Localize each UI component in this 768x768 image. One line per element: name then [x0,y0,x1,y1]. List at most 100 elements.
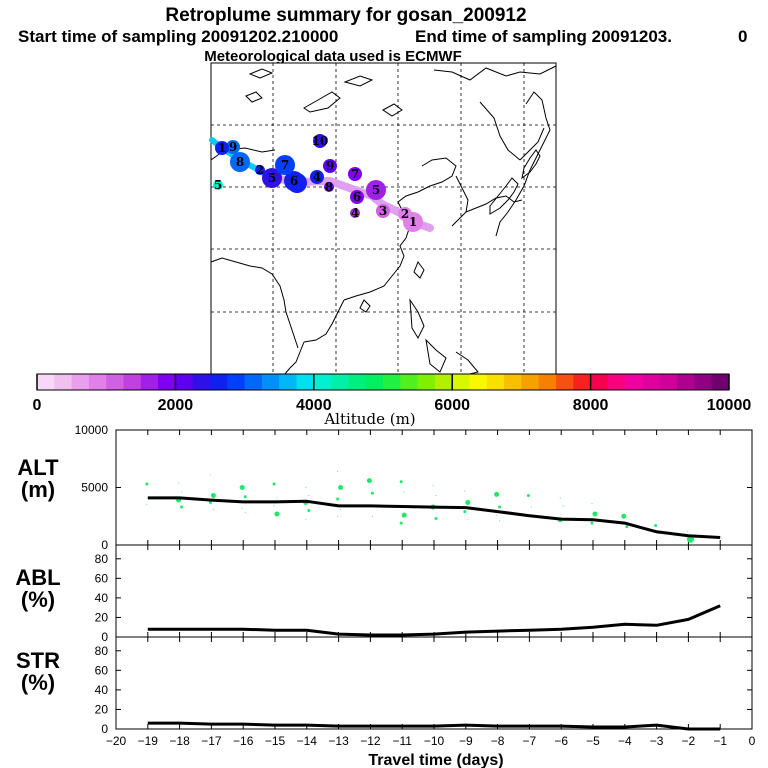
altitude-sample-point [241,507,243,509]
colorbar-cell [175,374,194,390]
colorbar-cell [192,374,211,390]
y-tick-label: 0 [101,538,108,552]
panel-frame [115,636,753,730]
y-tick-label: 20 [95,702,109,716]
plume-point [350,190,364,204]
x-tick-label: −18 [169,734,190,748]
time-series-panels: ALT(m)0500010000ABL(%)020406080STR(%)020… [15,423,755,768]
plume-point-label: 9 [326,159,334,173]
colorbar-cell [694,374,713,390]
colorbar-cell [313,374,332,390]
x-tick-label: −1 [713,734,727,748]
panel-label: (%) [21,670,55,695]
altitude-sample-point [686,530,688,532]
x-tick-label: −10 [424,734,445,748]
plume-point [226,140,240,154]
colorbar-cell [417,374,436,390]
altitude-sample-point [530,506,532,508]
panel-frame [115,429,753,546]
colorbar-cell [677,374,695,390]
plume-point [215,141,229,155]
panel-alt: ALT(m) 0 5000 10000 [17,423,753,552]
altitude-sample-point [654,523,658,527]
altitude-sample-point [146,504,148,506]
plume-point [376,204,390,218]
altitude-sample-point [559,497,561,499]
altitude-sample-point [337,470,339,472]
x-tick-label: −8 [491,734,505,748]
altitude-sample-point [337,515,339,517]
altitude-sample-point [625,525,629,529]
map-graticule [211,63,556,375]
colorbar-cell [590,374,609,390]
altitude-sample-point [308,495,310,497]
plume-point [323,159,337,173]
x-tick-label: −20 [106,734,127,748]
map-coastlines [210,65,557,376]
series-line-abl [147,604,721,637]
colorbar-tick-label: 0 [33,397,42,414]
altitude-sample-point [273,505,275,507]
x-tick-label: −14 [297,734,318,748]
altitude-sample-point [434,517,438,521]
colorbar-cell [659,374,678,390]
colorbar-cell [486,374,505,390]
plume-point [262,168,282,188]
altitude-sample-point [209,474,211,476]
altitude-sample-point [463,510,467,514]
map-panel: 123456789107654789521 [209,62,557,376]
y-tick-label: 0 [101,722,108,736]
colorbar-cell [556,374,574,390]
colorbar-cell [452,374,470,390]
colorbar-cell [400,374,419,390]
altitude-sample-point [562,505,564,507]
plume-point [366,180,386,200]
plume-points: 123456789107654789521 [213,134,423,232]
colorbar-cell [521,374,540,390]
panel-label: (m) [21,477,55,502]
x-tick-label: −11 [392,734,412,748]
colorbar-cell [71,374,90,390]
altitude-sample-point [465,499,471,505]
altitude-sample-point [239,485,245,490]
altitude-sample-point [244,512,246,514]
end-time-suffix: 0 [738,27,747,46]
colorbar-cell [210,374,228,390]
plume-point-label: 10 [312,134,329,148]
panel-frame [115,544,753,638]
altitude-sample-point [399,480,403,484]
plume-point [230,152,250,172]
altitude-sample-point [208,500,212,504]
colorbar-cell [383,374,401,390]
x-tick-label: −3 [650,734,664,748]
altitude-sample-point [467,519,469,521]
altitude-sample-point [212,508,214,510]
altitude-sample-point [494,491,500,497]
colorbar-cell [538,374,557,390]
colorbar-cell [140,374,159,390]
colorbar-cell [123,374,142,390]
x-tick-label: −15 [265,734,286,748]
y-tick-label: 0 [101,630,108,644]
altitude-sample-point [340,508,342,510]
colorbar-cell [504,374,522,390]
altitude-sample-point [435,495,437,497]
altitude-sample-point [464,490,466,492]
panel-label: ABL [15,565,60,590]
altitude-sample-point [499,520,501,522]
figure-title: Retroplume summary for gosan_200912 [165,5,526,26]
plume-point [284,171,304,191]
series-line-alt [147,496,721,539]
colorbar-cell [279,374,297,390]
y-tick-label: 60 [95,663,109,677]
colorbar-cell [244,374,263,390]
x-tick-label: −13 [328,734,349,748]
plume-point-label: 5 [268,171,276,185]
colorbar-tick-label: 2000 [158,397,194,414]
altitude-sample-point [210,493,216,499]
colorbar-cell [158,374,176,390]
colorbar-cell [434,374,453,390]
colorbar-cell [348,374,367,390]
colorbar-cell [607,374,626,390]
altitude-sample-point [399,521,403,525]
